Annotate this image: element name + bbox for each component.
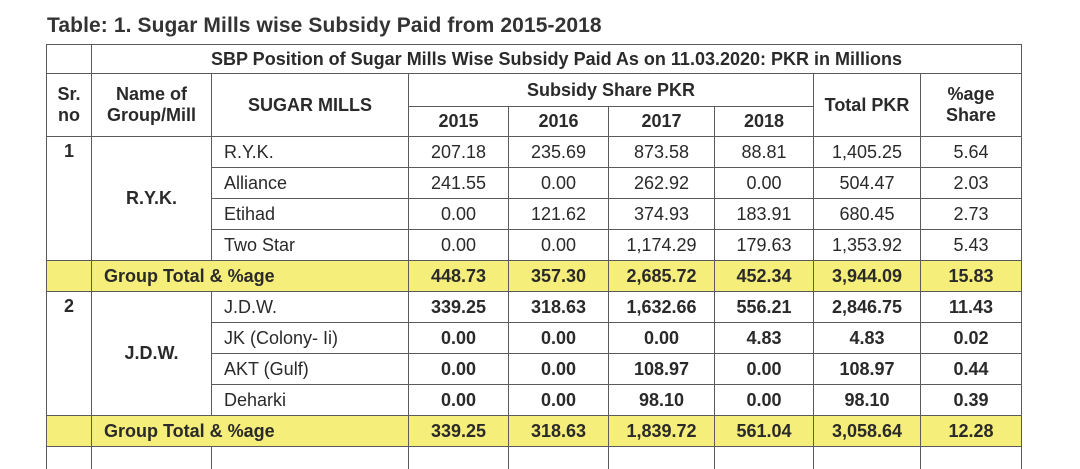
group-total-row: Group Total & %age 448.73 357.30 2,685.7… — [47, 261, 1022, 292]
total-2017: 1,839.72 — [609, 416, 715, 447]
table-row — [47, 447, 1022, 469]
mill-name: JK (Colony- Ii) — [212, 323, 409, 354]
value-2017: 262.92 — [609, 168, 715, 199]
table-row: 1 R.Y.K. R.Y.K. 207.18 235.69 873.58 88.… — [47, 137, 1022, 168]
value-2018: 0.00 — [715, 354, 814, 385]
value-2015: 241.55 — [409, 168, 509, 199]
value-2015: 0.00 — [409, 230, 509, 261]
year-header-2017: 2017 — [609, 107, 715, 137]
value-share: 0.02 — [921, 323, 1022, 354]
mill-name: Deharki — [212, 385, 409, 416]
value-total: 680.45 — [814, 199, 921, 230]
value-share: 11.43 — [921, 292, 1022, 323]
total-total: 3,944.09 — [814, 261, 921, 292]
sr-cell — [47, 416, 92, 447]
value-2015: 339.25 — [409, 292, 509, 323]
value-total: 108.97 — [814, 354, 921, 385]
value-2018: 88.81 — [715, 137, 814, 168]
total-2018: 561.04 — [715, 416, 814, 447]
sr-cell — [47, 261, 92, 292]
value-2018: 179.63 — [715, 230, 814, 261]
value-share: 2.73 — [921, 199, 1022, 230]
value-2018: 183.91 — [715, 199, 814, 230]
value-total: 4.83 — [814, 323, 921, 354]
value-total: 2,846.75 — [814, 292, 921, 323]
value-2017: 374.93 — [609, 199, 715, 230]
value-total: 1,353.92 — [814, 230, 921, 261]
subsidy-table: SBP Position of Sugar Mills Wise Subsidy… — [46, 44, 1022, 469]
value-2017: 1,632.66 — [609, 292, 715, 323]
value-2015: 0.00 — [409, 323, 509, 354]
value-2015: 0.00 — [409, 199, 509, 230]
value-2017: 98.10 — [609, 385, 715, 416]
table-row: 2 J.D.W. J.D.W. 339.25 318.63 1,632.66 5… — [47, 292, 1022, 323]
mill-name: R.Y.K. — [212, 137, 409, 168]
total-2016: 357.30 — [509, 261, 609, 292]
table-banner: SBP Position of Sugar Mills Wise Subsidy… — [92, 45, 1022, 74]
value-share: 5.64 — [921, 137, 1022, 168]
group-name-cell: R.Y.K. — [92, 137, 212, 261]
mill-name: J.D.W. — [212, 292, 409, 323]
mill-name: Two Star — [212, 230, 409, 261]
value-2015: 0.00 — [409, 385, 509, 416]
total-2015: 339.25 — [409, 416, 509, 447]
value-2016: 0.00 — [509, 323, 609, 354]
value-2016: 318.63 — [509, 292, 609, 323]
value-2016: 0.00 — [509, 230, 609, 261]
value-2015: 207.18 — [409, 137, 509, 168]
value-2015: 0.00 — [409, 354, 509, 385]
value-share: 0.44 — [921, 354, 1022, 385]
value-total: 1,405.25 — [814, 137, 921, 168]
value-2016: 0.00 — [509, 385, 609, 416]
sr-cell: 1 — [47, 137, 92, 261]
total-share: 15.83 — [921, 261, 1022, 292]
value-total: 98.10 — [814, 385, 921, 416]
year-header-2016: 2016 — [509, 107, 609, 137]
value-2018: 4.83 — [715, 323, 814, 354]
value-2016: 0.00 — [509, 354, 609, 385]
value-2017: 108.97 — [609, 354, 715, 385]
value-share: 2.03 — [921, 168, 1022, 199]
total-2016: 318.63 — [509, 416, 609, 447]
value-2016: 121.62 — [509, 199, 609, 230]
total-header: Total PKR — [814, 74, 921, 137]
year-header-2018: 2018 — [715, 107, 814, 137]
value-2016: 0.00 — [509, 168, 609, 199]
sr-header: Sr. no — [47, 74, 92, 137]
year-header-2015: 2015 — [409, 107, 509, 137]
total-2015: 448.73 — [409, 261, 509, 292]
table-title: Table: 1. Sugar Mills wise Subsidy Paid … — [47, 14, 602, 38]
corner-cell — [47, 45, 92, 74]
value-total: 504.47 — [814, 168, 921, 199]
value-2018: 556.21 — [715, 292, 814, 323]
group-total-label: Group Total & %age — [92, 416, 409, 447]
sr-cell: 2 — [47, 292, 92, 416]
total-2018: 452.34 — [715, 261, 814, 292]
mills-header: SUGAR MILLS — [212, 74, 409, 137]
total-2017: 2,685.72 — [609, 261, 715, 292]
value-2018: 0.00 — [715, 385, 814, 416]
value-2017: 1,174.29 — [609, 230, 715, 261]
value-2017: 0.00 — [609, 323, 715, 354]
group-header: Name of Group/Mill — [92, 74, 212, 137]
value-share: 5.43 — [921, 230, 1022, 261]
mill-name: Alliance — [212, 168, 409, 199]
subsidy-header: Subsidy Share PKR — [409, 74, 814, 107]
value-2016: 235.69 — [509, 137, 609, 168]
share-header: %age Share — [921, 74, 1022, 137]
group-name-cell: J.D.W. — [92, 292, 212, 416]
total-share: 12.28 — [921, 416, 1022, 447]
value-share: 0.39 — [921, 385, 1022, 416]
mill-name: Etihad — [212, 199, 409, 230]
mill-name: AKT (Gulf) — [212, 354, 409, 385]
value-2018: 0.00 — [715, 168, 814, 199]
group-total-row: Group Total & %age 339.25 318.63 1,839.7… — [47, 416, 1022, 447]
total-total: 3,058.64 — [814, 416, 921, 447]
group-total-label: Group Total & %age — [92, 261, 409, 292]
value-2017: 873.58 — [609, 137, 715, 168]
